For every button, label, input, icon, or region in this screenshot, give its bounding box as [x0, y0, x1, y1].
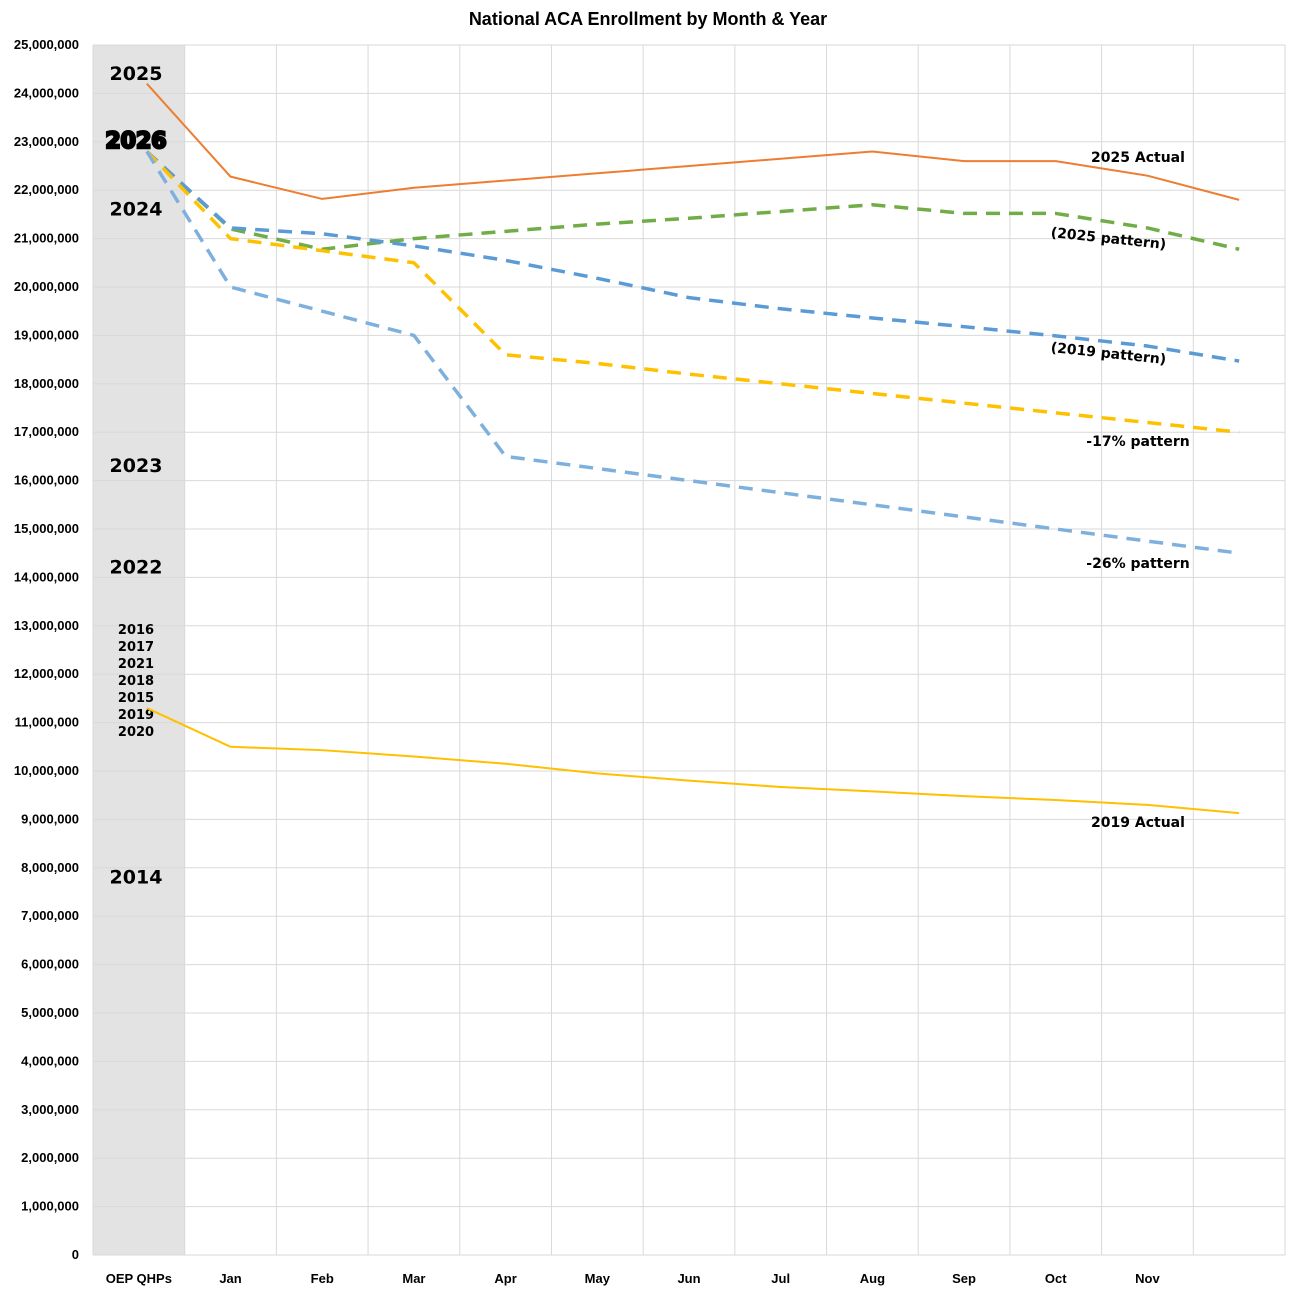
- y-tick-label: 4,000,000: [21, 1053, 79, 1068]
- y-tick-label: 20,000,000: [14, 279, 79, 294]
- year-marker-label: 2015: [118, 691, 154, 706]
- x-tick-label: Aug: [860, 1271, 885, 1286]
- x-tick-label: May: [585, 1271, 611, 1286]
- y-tick-label: 15,000,000: [14, 521, 79, 536]
- x-tick-label: Jun: [677, 1271, 700, 1286]
- year-marker-label: 2025: [110, 63, 163, 85]
- y-tick-label: 0: [72, 1247, 79, 1262]
- y-tick-label: 7,000,000: [21, 908, 79, 923]
- y-tick-label: 14,000,000: [14, 569, 79, 584]
- y-tick-label: 11,000,000: [15, 715, 79, 730]
- y-tick-label: 2,000,000: [21, 1150, 79, 1165]
- year-marker-label: 2016: [118, 623, 154, 638]
- y-tick-label: 12,000,000: [14, 666, 79, 681]
- year-marker-label: 2021: [118, 657, 154, 672]
- x-tick-label: Mar: [402, 1271, 425, 1286]
- y-tick-label: 19,000,000: [14, 327, 79, 342]
- year-marker-label: 2022: [110, 557, 163, 579]
- x-tick-label: Jul: [771, 1271, 790, 1286]
- y-tick-label: 25,000,000: [14, 37, 79, 52]
- y-tick-label: 23,000,000: [14, 134, 79, 149]
- oep-shaded-band: [93, 45, 185, 1255]
- series-annotation: -26% pattern: [1086, 556, 1189, 572]
- year-marker-label: 2019: [118, 708, 154, 723]
- x-tick-label: Nov: [1135, 1271, 1160, 1286]
- x-tick-label: Sep: [952, 1271, 976, 1286]
- x-tick-label: OEP QHPs: [106, 1271, 172, 1286]
- y-tick-label: 8,000,000: [21, 860, 79, 875]
- y-tick-label: 22,000,000: [14, 182, 79, 197]
- y-tick-label: 16,000,000: [14, 473, 79, 488]
- y-tick-label: 18,000,000: [14, 376, 79, 391]
- y-tick-label: 9,000,000: [21, 811, 79, 826]
- y-tick-label: 10,000,000: [14, 763, 79, 778]
- chart-title: National ACA Enrollment by Month & Year: [469, 9, 827, 29]
- year-marker-label: 2026: [105, 129, 166, 154]
- year-marker-label: 2024: [110, 199, 163, 221]
- y-tick-label: 21,000,000: [14, 231, 79, 246]
- x-tick-label: Oct: [1045, 1271, 1067, 1286]
- y-tick-label: 1,000,000: [21, 1199, 79, 1214]
- x-tick-label: Apr: [494, 1271, 516, 1286]
- y-tick-label: 17,000,000: [14, 424, 79, 439]
- year-marker-label: 2023: [110, 455, 163, 477]
- year-marker-label: 2017: [118, 640, 154, 655]
- series-annotation: 2019 Actual: [1091, 815, 1185, 831]
- y-tick-label: 5,000,000: [21, 1005, 79, 1020]
- x-tick-label: Feb: [311, 1271, 334, 1286]
- y-tick-label: 3,000,000: [21, 1102, 79, 1117]
- year-marker-label: 2020: [118, 725, 154, 740]
- y-tick-label: 24,000,000: [14, 85, 79, 100]
- year-marker-label: 2018: [118, 674, 154, 689]
- y-tick-label: 13,000,000: [14, 618, 79, 633]
- series-annotation: 2025 Actual: [1091, 150, 1185, 166]
- series-annotation: -17% pattern: [1086, 434, 1189, 450]
- year-marker-label: 2014: [110, 866, 163, 888]
- x-tick-label: Jan: [219, 1271, 241, 1286]
- y-tick-label: 6,000,000: [21, 957, 79, 972]
